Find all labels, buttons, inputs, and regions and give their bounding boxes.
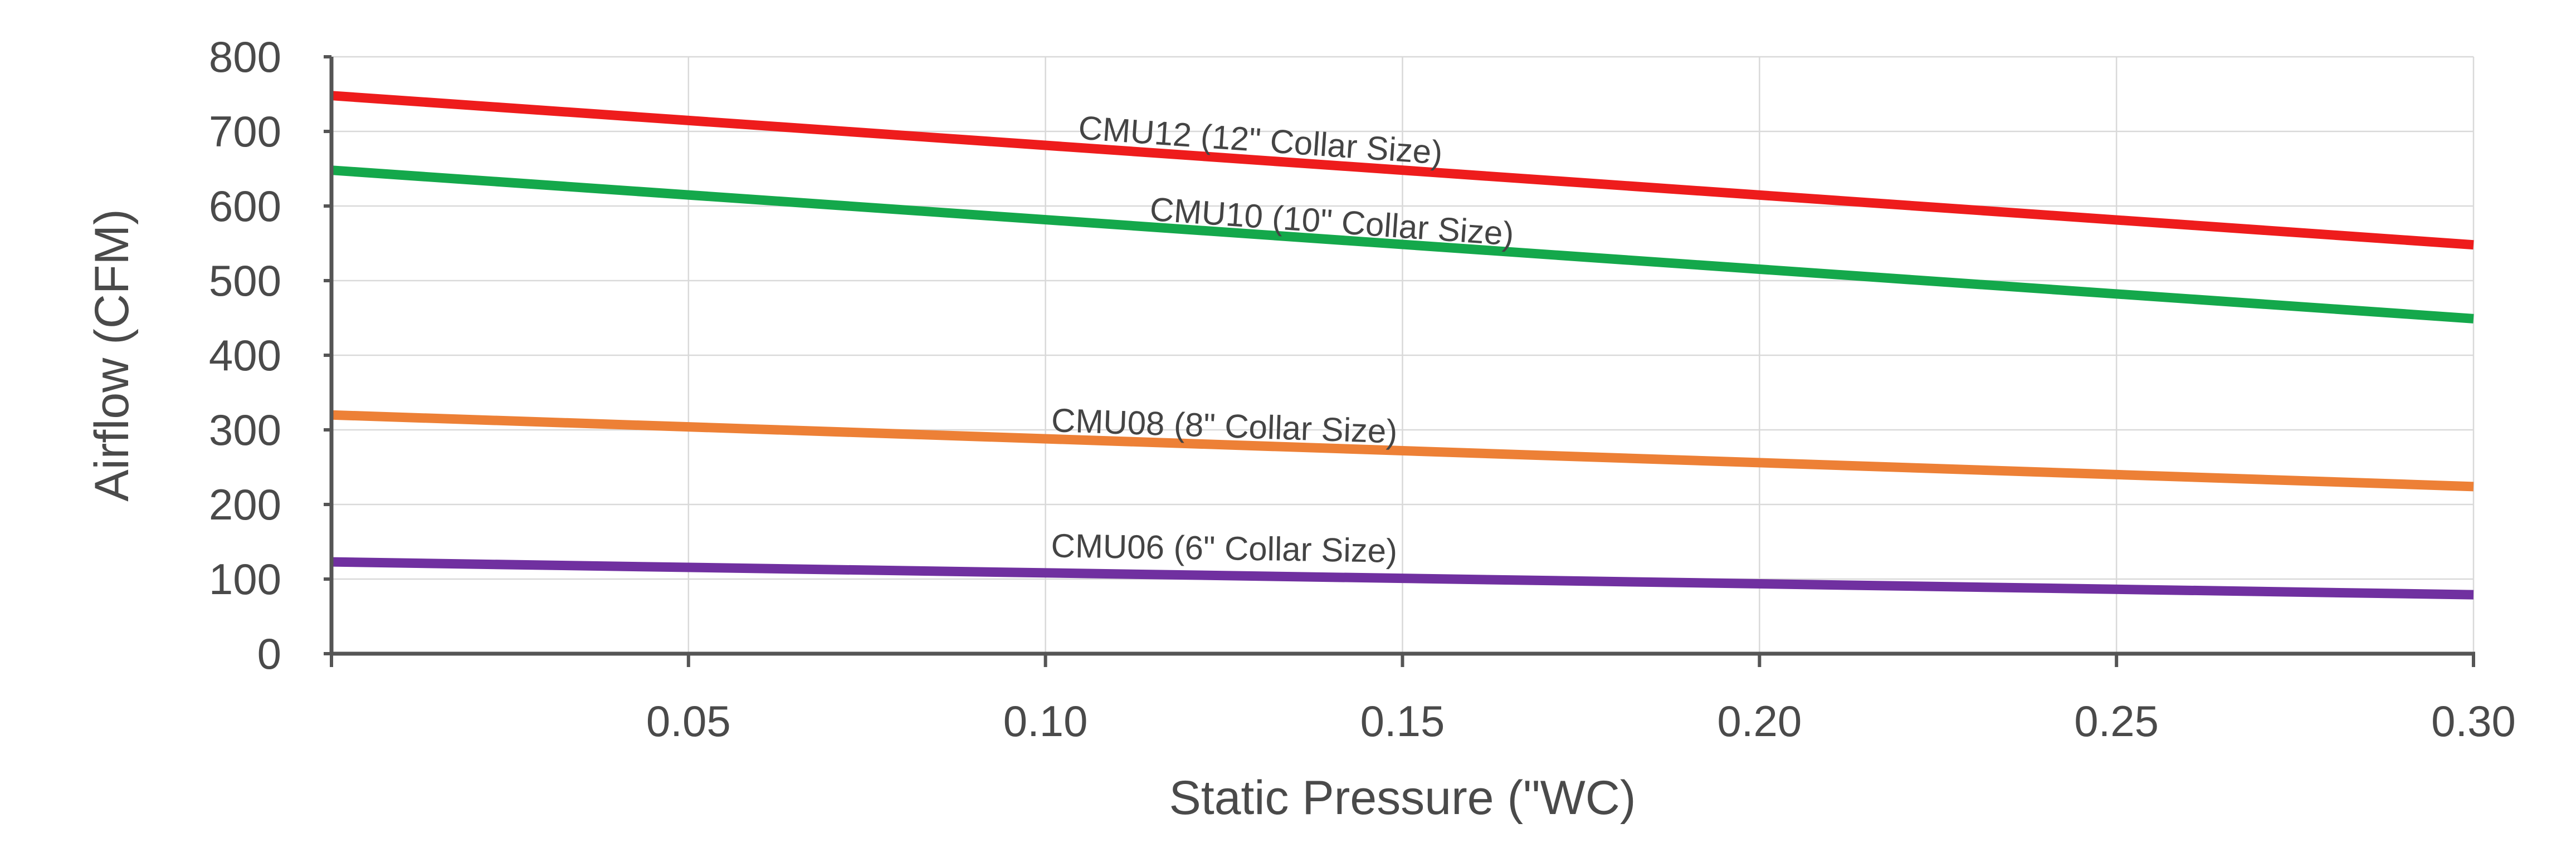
x-tick-label: 0.10 — [1003, 697, 1088, 746]
y-tick-label: 700 — [209, 107, 281, 156]
y-tick-label: 200 — [209, 480, 281, 529]
axes — [324, 55, 2475, 667]
tick-labels: 0 100 200 300 400 500 600 700 800 0.05 0.10 0.15 0.2… — [209, 32, 2516, 746]
series-line — [331, 165, 2474, 324]
series-line — [331, 410, 2474, 492]
x-tick-label: 0.25 — [2074, 697, 2159, 746]
series-lines — [331, 91, 2474, 600]
y-tick-label: 600 — [209, 182, 281, 231]
x-tick-label: 0.20 — [1717, 697, 1802, 746]
x-tick-label: 0.15 — [1360, 697, 1445, 746]
y-tick-label: 500 — [209, 256, 281, 305]
y-tick-label: 100 — [209, 555, 281, 604]
series-line — [331, 91, 2474, 250]
series-label: CMU06 (6" Collar Size) — [1051, 527, 1397, 570]
y-axis-title: Airflow (CFM) — [85, 209, 139, 502]
x-axis-title: Static Pressure ("WC) — [1169, 771, 1636, 825]
x-tick-label: 0.05 — [646, 697, 731, 746]
y-tick-label: 400 — [209, 331, 281, 380]
y-tick-label: 300 — [209, 405, 281, 454]
y-tick-label: 0 — [257, 629, 281, 678]
y-tick-label: 800 — [209, 32, 281, 81]
series-line — [331, 557, 2474, 600]
x-tick-label: 0.30 — [2431, 697, 2516, 746]
series-labels: CMU12 (12" Collar Size)CMU10 (10" Collar… — [1051, 109, 1515, 570]
